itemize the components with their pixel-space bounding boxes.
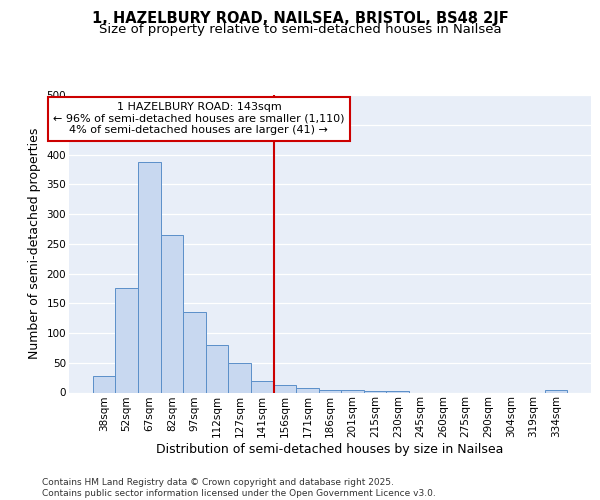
Bar (229, 363, 251, 392)
Bar (115, 288, 138, 393)
Bar (319, 390, 341, 392)
Text: Size of property relative to semi-detached houses in Nailsea: Size of property relative to semi-detach… (98, 24, 502, 36)
Bar (93, 376, 115, 392)
Bar (138, 162, 161, 392)
Bar (341, 390, 364, 392)
Bar (251, 380, 274, 392)
Bar (183, 312, 206, 392)
Bar (274, 386, 296, 392)
Text: 1, HAZELBURY ROAD, NAILSEA, BRISTOL, BS48 2JF: 1, HAZELBURY ROAD, NAILSEA, BRISTOL, BS4… (92, 12, 508, 26)
X-axis label: Distribution of semi-detached houses by size in Nailsea: Distribution of semi-detached houses by … (157, 443, 503, 456)
Y-axis label: Number of semi-detached properties: Number of semi-detached properties (28, 128, 41, 360)
Bar (161, 235, 183, 392)
Bar (545, 390, 567, 392)
Text: Contains HM Land Registry data © Crown copyright and database right 2025.
Contai: Contains HM Land Registry data © Crown c… (42, 478, 436, 498)
Text: 1 HAZELBURY ROAD: 143sqm
← 96% of semi-detached houses are smaller (1,110)
4% of: 1 HAZELBURY ROAD: 143sqm ← 96% of semi-d… (53, 102, 344, 136)
Bar (364, 390, 386, 392)
Bar (296, 388, 319, 392)
Bar (206, 345, 229, 393)
